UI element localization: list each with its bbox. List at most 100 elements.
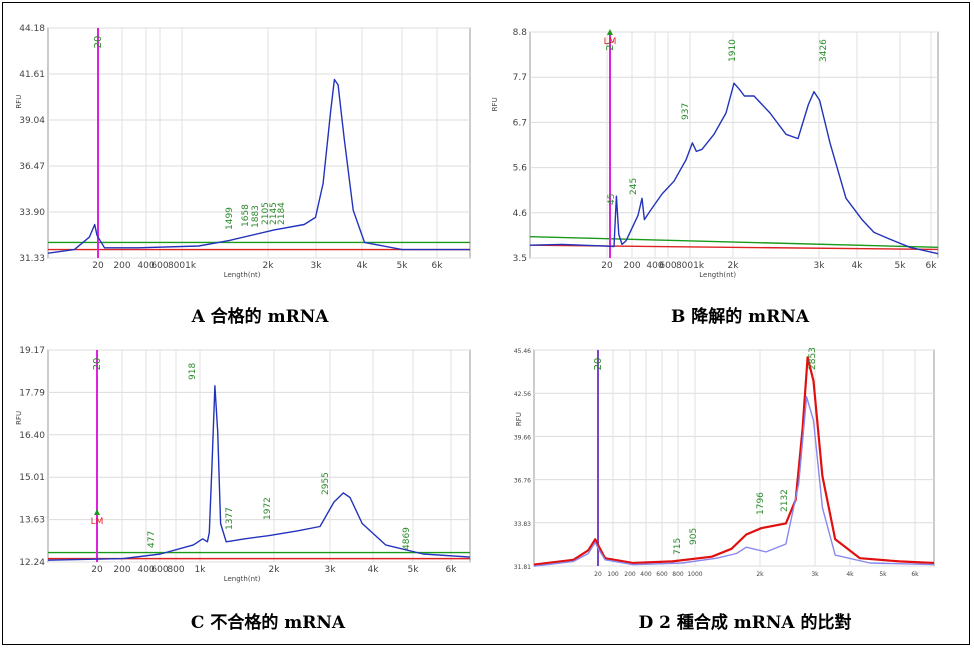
x-tick-label: 600 bbox=[659, 261, 676, 271]
plot-area bbox=[47, 349, 471, 563]
peak-label: 45 bbox=[607, 194, 617, 205]
marker-label: 2\ bbox=[605, 41, 616, 51]
y-tick-label: 7.7 bbox=[513, 73, 527, 83]
y-tick-label: 31.81 bbox=[514, 564, 531, 571]
x-tick-label: 5k bbox=[879, 571, 887, 578]
y-tick-label: 4.6 bbox=[513, 209, 528, 219]
y-tick-label: 8.8 bbox=[513, 28, 528, 38]
series-line-violet bbox=[533, 396, 935, 567]
peak-label: 1883 bbox=[251, 205, 261, 228]
lm-arrow-icon bbox=[94, 509, 100, 515]
x-tick-label: 600 bbox=[656, 571, 668, 578]
x-tick-label: 100 bbox=[607, 571, 619, 578]
x-axis-label: Length(nt) bbox=[224, 271, 261, 279]
marker-label: 20 bbox=[92, 358, 103, 371]
x-tick-label: 3k bbox=[814, 261, 826, 271]
series-line-blue bbox=[529, 82, 939, 255]
x-tick-label: 20 bbox=[91, 565, 103, 575]
y-tick-label: 19.17 bbox=[19, 346, 45, 356]
x-tick-label: 8001k bbox=[676, 261, 705, 271]
x-tick-label: 200 bbox=[113, 261, 130, 271]
x-tick-label: 600 bbox=[151, 261, 168, 271]
caption-c: C 不合格的 mRNA bbox=[190, 613, 346, 633]
y-tick-label: 13.63 bbox=[19, 516, 45, 526]
x-axis-label: Length(nt) bbox=[699, 271, 736, 279]
x-tick-label: 8001k bbox=[168, 261, 197, 271]
x-tick-label: 3k bbox=[325, 565, 337, 575]
peak-label: 1658 bbox=[241, 204, 251, 227]
series-line-blue bbox=[47, 78, 470, 254]
x-tick-label: 2k bbox=[756, 571, 764, 578]
x-tick-label: 800 bbox=[672, 571, 684, 578]
series-line-blue bbox=[47, 385, 471, 561]
peak-label: 4869 bbox=[402, 527, 412, 550]
x-tick-label: 6k bbox=[432, 261, 444, 271]
x-tick-label: 800 bbox=[167, 565, 184, 575]
peak-label: 245 bbox=[629, 178, 639, 195]
chart-panel-a: 31.33 33.90 36.47 39.04 41.61 44.18 20 200 400 60… bbox=[14, 22, 474, 282]
y-tick-label: 45.46 bbox=[514, 348, 531, 355]
baseline-green bbox=[529, 235, 939, 249]
y-tick-label: 33.83 bbox=[514, 521, 531, 528]
y-tick-label: 39.04 bbox=[19, 116, 45, 126]
x-axis-label: Length(nt) bbox=[224, 575, 261, 583]
plot-area bbox=[529, 31, 939, 259]
chart-svg-a: 31.33 33.90 36.47 39.04 41.61 44.18 20 200 40060… bbox=[15, 24, 471, 279]
y-tick-label: 36.76 bbox=[514, 478, 531, 485]
peak-label: 1499 bbox=[225, 207, 235, 230]
y-tick-label: 33.90 bbox=[19, 208, 45, 218]
x-tick-label: 600 bbox=[151, 565, 168, 575]
x-tick-label: 2k bbox=[269, 565, 281, 575]
x-tick-label: 400 bbox=[640, 571, 652, 578]
x-tick-label: 3k bbox=[811, 571, 819, 578]
x-tick-label: 6k bbox=[926, 261, 938, 271]
peak-label: 1972 bbox=[263, 497, 273, 520]
x-tick-label: 2k bbox=[263, 261, 275, 271]
x-tick-label: 1000 bbox=[687, 571, 702, 578]
x-tick-label: 6k bbox=[911, 571, 919, 578]
y-tick-label: 44.18 bbox=[19, 24, 45, 34]
x-tick-label: 400 bbox=[137, 261, 154, 271]
x-tick-label: 20 bbox=[594, 571, 602, 578]
chart-panel-b: 3.5 4.6 5.6 6.7 7.7 8.8 20 200 400 600 8001k 2k 3k 4k… bbox=[490, 22, 944, 282]
peak-label: 2853 bbox=[808, 347, 818, 370]
y-tick-label: 41.61 bbox=[19, 70, 45, 80]
x-tick-label: 2k bbox=[728, 261, 740, 271]
lm-label: LM bbox=[604, 37, 617, 47]
x-tick-label: 5k bbox=[895, 261, 907, 271]
y-axis-label: RFU bbox=[15, 411, 23, 425]
x-tick-label: 6k bbox=[446, 565, 458, 575]
x-tick-label: 200 bbox=[113, 565, 130, 575]
marker-label: 20 bbox=[593, 358, 604, 371]
x-tick-label: 20 bbox=[601, 261, 613, 271]
peak-label: 1377 bbox=[225, 507, 235, 530]
x-tick-label: 4k bbox=[368, 565, 380, 575]
x-tick-label: 5k bbox=[397, 261, 409, 271]
y-tick-label: 42.56 bbox=[514, 391, 531, 398]
chart-panel-d: 31.81 33.83 36.76 39.66 42.56 45.46 20 100 200 40… bbox=[514, 346, 938, 580]
y-tick-label: 3.5 bbox=[513, 254, 527, 264]
x-tick-label: 4k bbox=[357, 261, 369, 271]
marker-label: 20 bbox=[93, 36, 104, 49]
peak-label: 715 bbox=[673, 538, 683, 555]
peak-label: 918 bbox=[188, 363, 198, 380]
peak-label: 2184 bbox=[277, 202, 287, 225]
peak-label: 3426 bbox=[819, 39, 829, 62]
plot-area bbox=[533, 349, 935, 567]
peak-label: 2955 bbox=[321, 472, 331, 495]
caption-b: B 降解的 mRNA bbox=[670, 307, 810, 327]
series-line-red bbox=[533, 356, 935, 566]
x-tick-label: 200 bbox=[624, 571, 636, 578]
peak-label: 937 bbox=[681, 103, 691, 120]
y-axis-label: RFU bbox=[515, 412, 523, 426]
peak-label: 2132 bbox=[780, 489, 790, 512]
x-tick-label: 400 bbox=[137, 565, 154, 575]
y-tick-label: 6.7 bbox=[513, 118, 527, 128]
y-axis-label: RFU bbox=[15, 95, 23, 109]
peak-label: 2145 bbox=[269, 202, 279, 225]
x-tick-label: 1k bbox=[195, 565, 207, 575]
x-tick-label: 200 bbox=[623, 261, 640, 271]
y-axis-label: RFU bbox=[491, 97, 499, 111]
